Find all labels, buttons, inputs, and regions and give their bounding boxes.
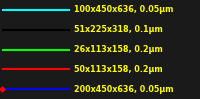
Text: 51x225x318, 0.1μm: 51x225x318, 0.1μm <box>74 25 162 34</box>
Text: 50x113x158, 0.2μm: 50x113x158, 0.2μm <box>74 65 162 74</box>
Text: 200x450x636, 0.05μm: 200x450x636, 0.05μm <box>74 85 173 94</box>
Text: 100x450x636, 0.05μm: 100x450x636, 0.05μm <box>74 5 173 14</box>
Text: 26x113x158, 0.2μm: 26x113x158, 0.2μm <box>74 45 162 54</box>
